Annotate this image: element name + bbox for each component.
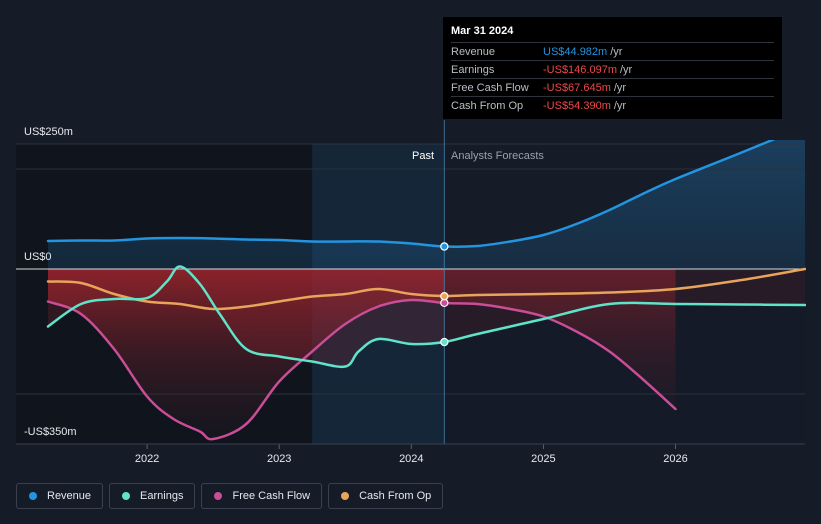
legend-label: Revenue [47, 490, 92, 502]
forecast-dim [444, 269, 805, 444]
tooltip-unit: /yr [620, 63, 633, 76]
highlight-point-earnings [440, 337, 449, 347]
forecast-region-label: Analysts Forecasts [451, 150, 544, 162]
revenue-area [48, 140, 805, 269]
highlight-point-cash-from-op [440, 291, 449, 301]
tooltip-row-free-cash-flow: Free Cash Flow -US$67.645m /yr [451, 78, 774, 96]
tooltip-label: Earnings [451, 63, 495, 76]
chart-legend: Revenue Earnings Free Cash Flow Cash Fro… [16, 483, 444, 509]
cash-from-op-dot-icon [341, 492, 350, 500]
tooltip-unit: /yr [613, 81, 627, 94]
earnings-dot-icon [122, 492, 131, 500]
tooltip-value: -US$146.097m [543, 63, 617, 76]
tooltip-row-earnings: Earnings -US$146.097m /yr [451, 60, 774, 78]
x-tick-label: 2022 [135, 453, 159, 465]
legend-item-free-cash-flow[interactable]: Free Cash Flow [201, 483, 323, 509]
y-axis-zero-label: US$0 [24, 251, 52, 263]
tooltip-value: US$44.982m [543, 45, 608, 58]
tooltip-row-cash-from-op: Cash From Op -US$54.390m /yr [451, 96, 774, 114]
negative-area [48, 269, 676, 440]
highlight-point-revenue [440, 242, 449, 251]
legend-label: Free Cash Flow [232, 490, 311, 502]
past-region-label: Past [412, 150, 435, 162]
x-tick-label: 2025 [531, 453, 555, 465]
free-cash-flow-dot-icon [214, 492, 223, 500]
x-tick-label: 2026 [663, 453, 687, 465]
tooltip-unit: /yr [613, 99, 627, 112]
tooltip-label: Cash From Op [451, 99, 524, 112]
x-tick-label: 2023 [267, 453, 291, 465]
legend-label: Earnings [140, 490, 184, 502]
tooltip-date: Mar 31 2024 [451, 25, 514, 37]
legend-item-cash-from-op[interactable]: Cash From Op [328, 483, 444, 509]
tooltip-unit: /yr [610, 45, 623, 58]
series-line-cash-from-op [46, 267, 806, 311]
series-line-revenue [46, 140, 776, 248]
tooltip-label: Revenue [451, 45, 496, 58]
tooltip-value: -US$67.645m [543, 81, 611, 94]
y-axis-bottom-label: -US$350m [24, 426, 77, 438]
x-tick-label: 2024 [399, 453, 423, 465]
legend-label: Cash From Op [359, 490, 432, 502]
y-axis-top-label: US$250m [24, 126, 73, 138]
data-tooltip: Mar 31 2024 Revenue US$44.982m /yr Earni… [443, 17, 782, 119]
tooltip-value: -US$54.390m [543, 99, 611, 112]
tooltip-label: Free Cash Flow [451, 81, 529, 94]
legend-item-revenue[interactable]: Revenue [16, 483, 104, 509]
legend-item-earnings[interactable]: Earnings [109, 483, 196, 509]
revenue-dot-icon [29, 492, 37, 500]
tooltip-row-revenue: Revenue US$44.982m /yr [451, 42, 774, 60]
series-line-earnings [46, 265, 806, 369]
series-line-free-cash-flow [46, 298, 677, 441]
